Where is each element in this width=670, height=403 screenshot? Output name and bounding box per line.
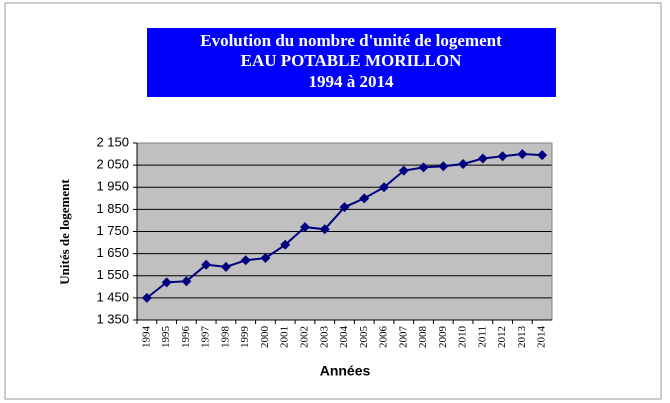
data-point bbox=[537, 150, 548, 161]
x-tick-label: 1998 bbox=[219, 326, 231, 349]
chart-title: EAU POTABLE MORILLON bbox=[241, 51, 462, 70]
y-tick-label: 1 550 bbox=[96, 267, 129, 282]
data-point bbox=[418, 162, 429, 173]
x-tick-label: 2008 bbox=[417, 326, 429, 349]
x-tick-label: 2014 bbox=[536, 326, 548, 349]
x-tick-label: 2002 bbox=[299, 326, 311, 348]
data-point bbox=[161, 277, 172, 288]
x-axis-label: Années bbox=[320, 363, 371, 379]
y-tick-label: 2 050 bbox=[96, 157, 129, 172]
y-tick-label: 1 450 bbox=[96, 289, 129, 304]
data-point bbox=[339, 202, 350, 213]
data-point bbox=[201, 259, 212, 270]
x-tick-label: 1994 bbox=[140, 326, 152, 349]
x-tick-label: 2004 bbox=[338, 326, 350, 349]
y-tick-label: 1 950 bbox=[96, 179, 129, 194]
x-tick-label: 1996 bbox=[180, 326, 192, 349]
y-tick-label: 1 350 bbox=[96, 311, 129, 326]
data-point bbox=[181, 276, 192, 287]
data-point bbox=[299, 222, 310, 233]
x-tick-label: 2000 bbox=[259, 326, 271, 349]
data-point bbox=[379, 182, 390, 193]
data-point bbox=[458, 159, 469, 170]
chart-title: 1994 à 2014 bbox=[309, 72, 395, 91]
x-tick-label: 1995 bbox=[160, 326, 172, 349]
chart-title: Evolution du nombre d'unité de logement bbox=[200, 31, 502, 50]
title-box bbox=[147, 28, 556, 97]
data-point bbox=[220, 261, 231, 272]
x-tick-label: 2010 bbox=[457, 326, 469, 349]
x-tick-label: 2003 bbox=[318, 326, 330, 349]
y-axis-label: Unités de logement bbox=[57, 179, 72, 285]
data-point bbox=[319, 224, 330, 235]
y-tick-label: 2 150 bbox=[96, 134, 129, 149]
data-point bbox=[517, 149, 528, 160]
frame bbox=[4, 2, 662, 400]
y-tick-label: 1 650 bbox=[96, 245, 129, 260]
data-point bbox=[497, 151, 508, 162]
data-point bbox=[438, 161, 449, 172]
x-tick-label: 2012 bbox=[496, 326, 508, 348]
data-point bbox=[141, 292, 152, 303]
x-tick-label: 2005 bbox=[358, 326, 370, 349]
data-point bbox=[477, 153, 488, 164]
x-tick-label: 2011 bbox=[476, 326, 488, 348]
data-point bbox=[398, 165, 409, 176]
x-tick-label: 1997 bbox=[200, 326, 212, 349]
x-tick-label: 2009 bbox=[437, 326, 449, 349]
data-point bbox=[240, 255, 251, 266]
x-tick-label: 2001 bbox=[279, 326, 291, 348]
y-tick-label: 1 850 bbox=[96, 201, 129, 216]
x-tick-label: 1999 bbox=[239, 326, 251, 349]
data-point bbox=[260, 253, 271, 264]
x-tick-label: 2007 bbox=[397, 326, 409, 349]
data-point bbox=[359, 193, 370, 204]
x-tick-label: 2013 bbox=[516, 326, 528, 349]
data-point bbox=[280, 239, 291, 250]
y-tick-label: 1 750 bbox=[96, 223, 129, 238]
x-tick-label: 2006 bbox=[378, 326, 390, 349]
